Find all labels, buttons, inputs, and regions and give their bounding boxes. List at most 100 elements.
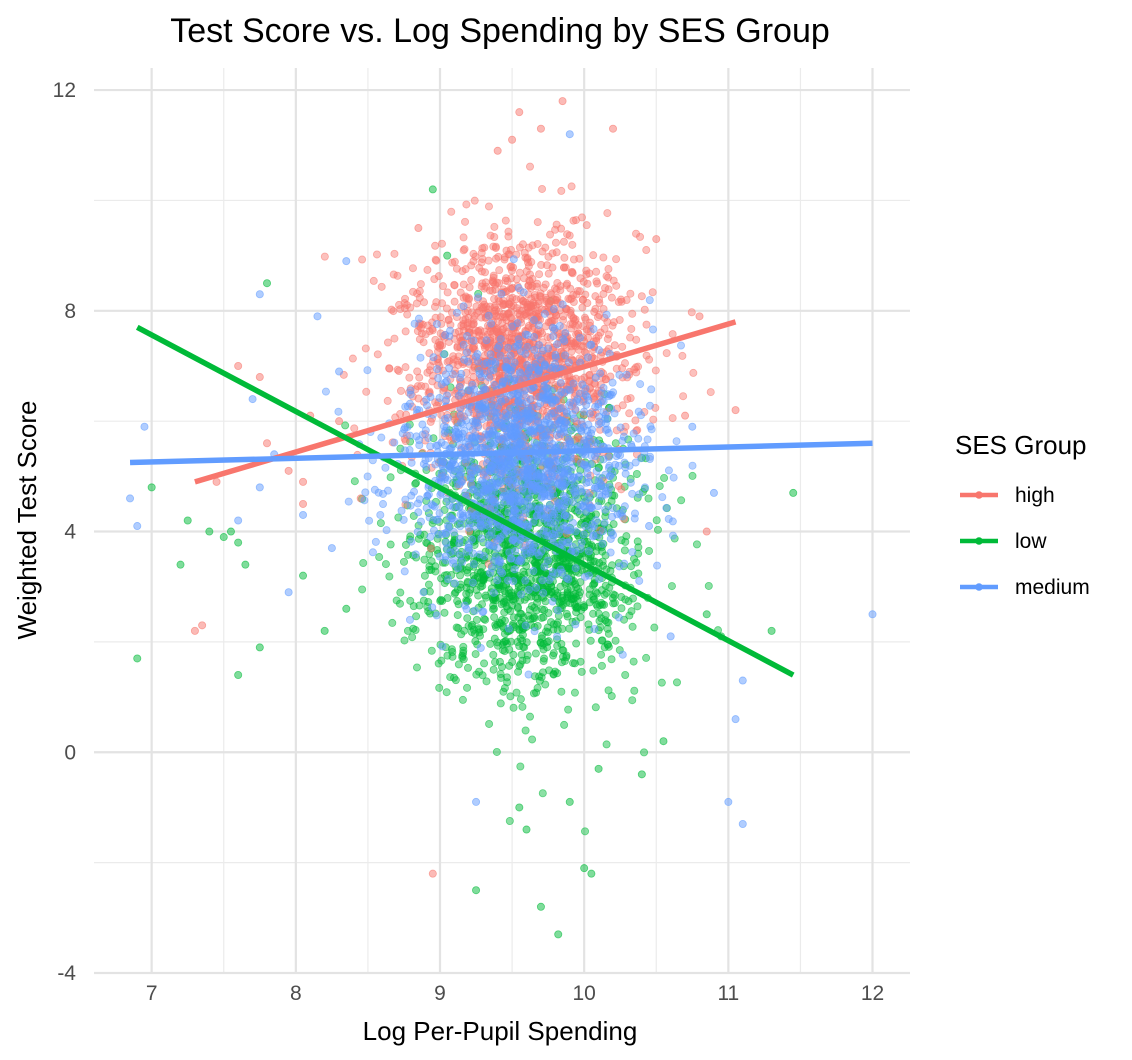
point-low — [541, 680, 550, 689]
point-medium — [645, 522, 654, 531]
point-low — [518, 702, 527, 711]
point-low — [601, 611, 610, 620]
point-medium — [571, 620, 580, 629]
point-medium — [482, 336, 491, 345]
point-high — [731, 406, 740, 415]
point-high — [459, 233, 468, 242]
point-high — [603, 209, 612, 218]
point-low — [453, 597, 462, 606]
point-high — [575, 254, 584, 263]
point-low — [594, 764, 603, 773]
point-high — [668, 414, 677, 423]
x-axis-title: Log Per-Pupil Spending — [363, 1016, 638, 1046]
point-medium — [630, 514, 639, 523]
point-low — [499, 599, 508, 608]
point-low — [234, 671, 243, 680]
point-medium — [599, 527, 608, 536]
point-low — [539, 657, 548, 666]
point-medium — [613, 510, 622, 519]
point-medium — [470, 462, 479, 471]
point-low — [617, 604, 626, 613]
point-low — [412, 612, 421, 621]
point-medium — [590, 624, 599, 633]
point-medium — [628, 548, 637, 557]
point-low — [555, 598, 564, 607]
point-medium — [368, 548, 377, 557]
point-medium — [464, 408, 473, 417]
point-high — [560, 263, 569, 272]
point-medium — [496, 351, 505, 360]
point-high — [604, 265, 613, 274]
point-low — [342, 604, 351, 613]
point-medium — [534, 417, 543, 426]
point-low — [359, 558, 368, 567]
point-medium — [545, 576, 554, 585]
point-low — [659, 737, 668, 746]
point-low — [556, 582, 565, 591]
point-low — [650, 623, 659, 632]
point-high — [405, 373, 414, 382]
point-low — [411, 626, 420, 635]
point-high — [527, 258, 536, 267]
point-low — [508, 595, 517, 604]
point-low — [412, 663, 421, 672]
point-medium — [463, 332, 472, 341]
point-medium — [447, 514, 456, 523]
point-high — [369, 276, 378, 285]
point-low — [501, 637, 510, 646]
point-high — [499, 301, 508, 310]
y-tick-label: -4 — [57, 962, 76, 985]
point-medium — [456, 471, 465, 480]
point-low — [183, 516, 192, 525]
point-medium — [400, 567, 409, 576]
point-medium — [442, 538, 451, 547]
point-low — [604, 640, 613, 649]
point-low — [593, 602, 602, 611]
point-low — [562, 651, 571, 660]
point-medium — [470, 511, 479, 520]
point-high — [372, 250, 381, 259]
point-low — [376, 519, 385, 528]
point-medium — [653, 561, 662, 570]
point-medium — [498, 569, 507, 578]
point-low — [489, 650, 498, 659]
point-high — [447, 207, 456, 216]
legend-title: SES Group — [955, 430, 1087, 460]
point-high — [566, 295, 575, 304]
point-medium — [511, 547, 520, 556]
point-low — [603, 640, 612, 649]
point-low — [573, 596, 582, 605]
point-medium — [437, 438, 446, 447]
point-high — [490, 233, 499, 242]
point-medium — [444, 575, 453, 584]
point-high — [556, 282, 565, 291]
point-medium — [327, 544, 336, 553]
y-tick-label: 12 — [53, 79, 76, 102]
point-medium — [526, 384, 535, 393]
point-medium — [604, 453, 613, 462]
point-medium — [451, 546, 460, 555]
point-high — [526, 162, 535, 171]
point-low — [508, 601, 517, 610]
point-medium — [517, 590, 526, 599]
point-medium — [248, 395, 257, 404]
point-low — [634, 569, 643, 578]
point-high — [640, 305, 649, 314]
point-medium — [431, 460, 440, 469]
point-medium — [519, 390, 528, 399]
point-high — [702, 527, 711, 536]
point-high — [358, 255, 367, 264]
point-medium — [496, 479, 505, 488]
point-low — [241, 560, 250, 569]
point-high — [630, 365, 639, 374]
point-high — [614, 482, 623, 491]
point-high — [412, 299, 421, 308]
point-high — [582, 221, 591, 230]
point-medium — [521, 621, 530, 630]
point-high — [536, 124, 545, 133]
point-low — [176, 560, 185, 569]
point-medium — [582, 400, 591, 409]
point-high — [695, 312, 704, 321]
point-low — [621, 537, 630, 546]
legend-label-high: high — [1015, 484, 1055, 507]
